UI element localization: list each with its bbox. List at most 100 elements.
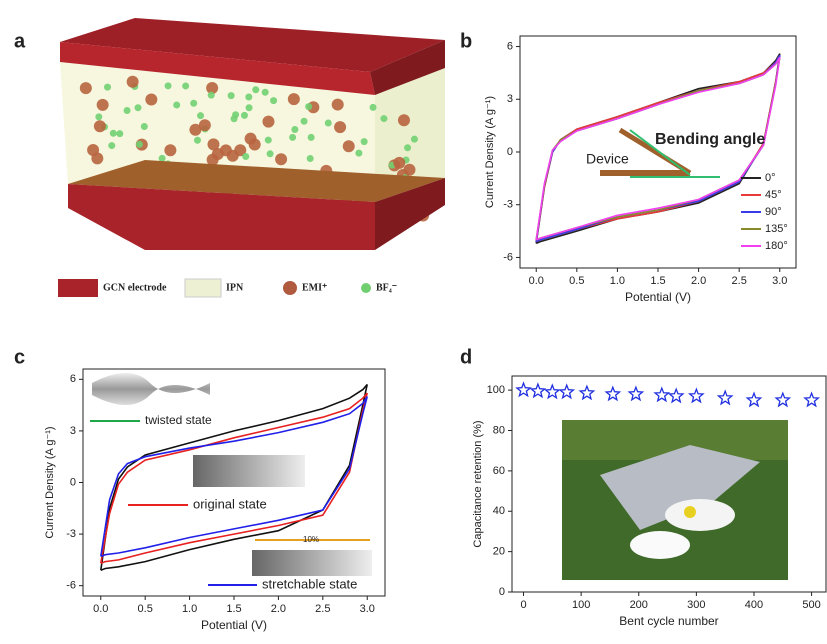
legend-label: 135°	[765, 223, 788, 235]
star-marker	[580, 386, 593, 399]
panel-label: c	[14, 346, 25, 368]
x-tick-label: 500	[802, 599, 820, 611]
x-tick-label: 2.5	[315, 603, 330, 615]
anion	[173, 101, 180, 108]
schematic	[60, 18, 445, 250]
legend-swatch	[361, 283, 371, 293]
x-tick-label: 0.0	[529, 275, 544, 287]
cation	[220, 144, 232, 156]
annotation: twisted state	[145, 413, 212, 427]
anion	[305, 103, 312, 110]
anion	[228, 92, 235, 99]
anion	[241, 112, 248, 119]
x-tick-label: 0.5	[569, 275, 584, 287]
annotation: Bending angle	[655, 131, 765, 148]
anion	[252, 86, 259, 93]
star-marker	[531, 384, 544, 397]
star-marker	[719, 391, 732, 404]
y-tick-label: 3	[507, 93, 513, 105]
anion	[404, 144, 411, 151]
x-tick-label: 0.0	[93, 603, 108, 615]
anion	[361, 138, 368, 145]
cation	[97, 99, 109, 111]
cation	[145, 94, 157, 106]
legend-swatch	[283, 281, 297, 295]
star-marker	[560, 385, 573, 398]
y-tick-label: 60	[493, 465, 505, 477]
x-axis-label: Bent cycle number	[619, 614, 718, 628]
cation	[91, 152, 103, 164]
photo	[562, 420, 788, 580]
anion	[136, 141, 143, 148]
y-tick-label: -6	[66, 580, 76, 592]
photo-flower	[684, 506, 696, 518]
annotation: original state	[193, 496, 267, 511]
y-tick-label: -6	[503, 251, 513, 263]
photo-flower	[630, 531, 690, 559]
cation	[199, 119, 211, 131]
y-tick-label: -3	[503, 199, 513, 211]
y-tick-label: 0	[499, 586, 505, 598]
cation	[249, 138, 261, 150]
y-tick-label: 20	[493, 546, 505, 558]
anion	[110, 130, 117, 137]
y-tick-label: 0	[70, 476, 76, 488]
anion	[141, 123, 148, 130]
anion	[135, 104, 142, 111]
cv-curve	[536, 55, 780, 241]
anion	[182, 82, 189, 89]
legend-label: EMI⁺	[302, 282, 327, 293]
star-marker	[629, 387, 642, 400]
x-tick-label: 3.0	[360, 603, 375, 615]
legend-label: BF₄⁻	[376, 282, 397, 293]
y-axis-label: Current Density (A g⁻¹)	[484, 96, 496, 208]
anion	[208, 92, 215, 99]
photo-flower	[665, 499, 735, 531]
original-icon	[193, 455, 305, 487]
schematic-legend: GCN electrode IPN EMI⁺ BF₄⁻	[58, 279, 397, 297]
anion	[411, 136, 418, 143]
annotation: stretchable state	[262, 576, 357, 591]
star-marker	[606, 387, 619, 400]
anion	[231, 115, 238, 122]
x-axis-label: Potential (V)	[201, 618, 267, 632]
legend-label: 180°	[765, 240, 788, 252]
anion	[291, 126, 298, 133]
star-marker	[805, 393, 818, 406]
star-marker	[546, 385, 559, 398]
anion	[190, 100, 197, 107]
cation	[393, 157, 405, 169]
x-tick-label: 100	[572, 599, 590, 611]
anion	[165, 82, 172, 89]
panel-label: a	[14, 30, 26, 52]
chart: 0.00.51.01.52.02.53.0-6-3036Potential (V…	[44, 369, 385, 632]
anion	[380, 115, 387, 122]
cation	[403, 164, 415, 176]
state-icons	[92, 373, 372, 576]
anion	[116, 130, 123, 137]
anion	[197, 112, 204, 119]
cation	[127, 76, 139, 88]
y-tick-label: 6	[70, 373, 76, 385]
x-tick-label: 200	[630, 599, 648, 611]
y-tick-label: 100	[487, 384, 505, 396]
y-axis-label: Current Density (A g⁻¹)	[44, 426, 56, 538]
y-tick-label: -3	[66, 528, 76, 540]
cation	[398, 114, 410, 126]
anion	[270, 97, 277, 104]
y-tick-label: 6	[507, 40, 513, 52]
x-axis-label: Potential (V)	[625, 290, 691, 304]
anion	[325, 120, 332, 127]
anion	[265, 137, 272, 144]
y-tick-label: 3	[70, 425, 76, 437]
annotation: 10%	[303, 535, 319, 544]
legend-label: IPN	[226, 282, 244, 293]
legend-label: 45°	[765, 189, 782, 201]
panel-label: b	[460, 30, 472, 52]
x-tick-label: 1.5	[226, 603, 241, 615]
anion	[289, 134, 296, 141]
x-tick-label: 0.5	[138, 603, 153, 615]
anion	[159, 155, 166, 162]
figure: a b c d GCN electrode IPN EMI⁺ BF₄⁻ 0.00…	[0, 0, 827, 644]
y-tick-label: 80	[493, 424, 505, 436]
